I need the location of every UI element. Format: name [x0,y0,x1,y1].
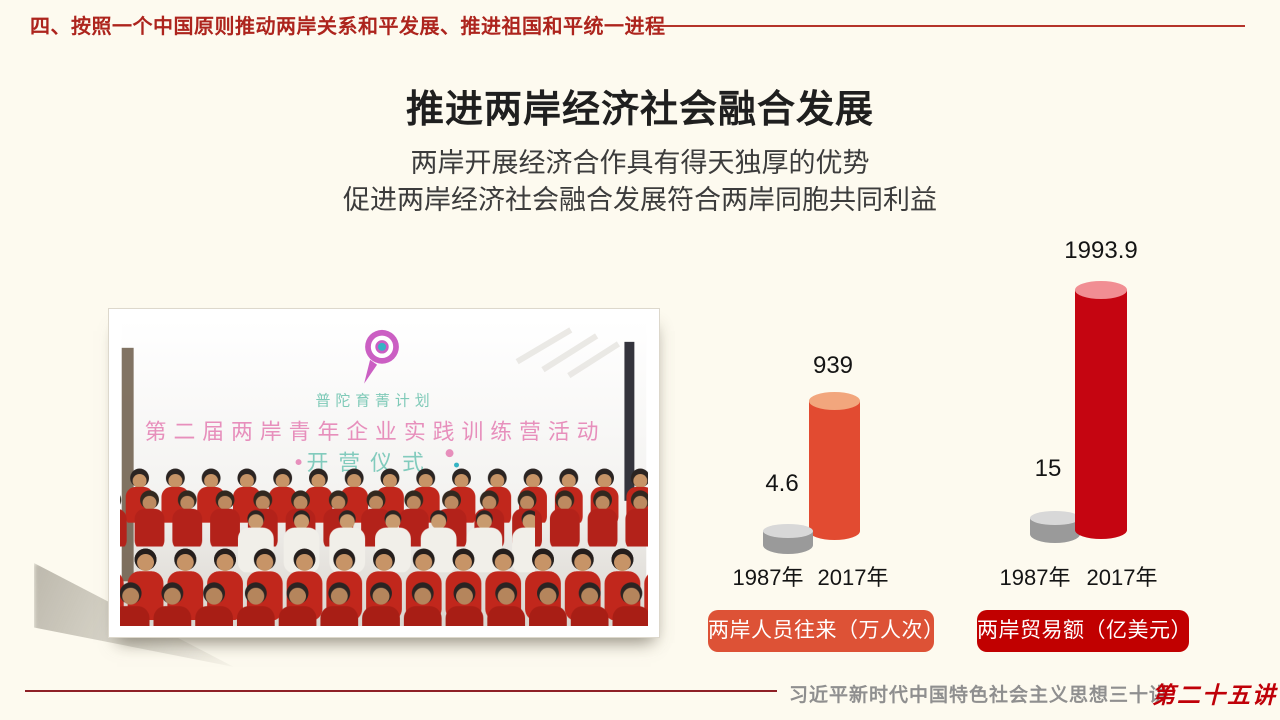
group-photo-illustration: 普陀育菁计划 第二届两岸青年企业实践训练营活动 开营仪式 [120,320,648,626]
event-pin-logo-icon [364,329,399,384]
chart1-category-2017: 2017年 [817,565,889,590]
page-title: 推进两岸经济社会融合发展 [405,89,874,131]
group-photo: 普陀育菁计划 第二届两岸青年企业实践训练营活动 开营仪式 [108,308,660,638]
footer-series-title: 习近平新时代中国特色社会主义思想三十讲 [789,685,1170,706]
photo-program-name: 普陀育菁计划 [315,392,434,409]
photo-banner-line1: 第二届两岸青年企业实践训练营活动 [145,419,606,444]
chart1-bar-1987 [763,524,813,554]
chart1-legend: 两岸人员往来（万人次） [708,610,944,652]
header-rule [662,25,1245,27]
subtitle: 两岸开展经济合作具有得天独厚的优势 促进两岸经济社会融合发展符合两岸同胞共同利益 [0,145,1280,219]
chart2-bar-1987 [1030,511,1080,543]
stage-right-pole [624,341,635,501]
chart1-value-1987: 4.6 [765,470,799,497]
footer-rule [25,690,777,692]
chart2-category-1987: 1987年 [999,565,1071,590]
chart1-value-2017: 939 [812,352,854,379]
chart2-legend: 两岸贸易额（亿美元） [977,610,1192,652]
banner-dot [454,462,460,468]
section-header: 四、按照一个中国原则推动两岸关系和平发展、推进祖国和平统一进程 [30,16,666,38]
chart2-category-2017: 2017年 [1086,565,1158,590]
chart1-bar-2017 [809,392,860,540]
chart2-value-1987: 15 [1034,455,1062,482]
chart2-value-2017: 1993.9 [1064,237,1138,264]
chart1-category-1987: 1987年 [732,565,804,590]
chart2-bar-2017 [1075,281,1127,539]
banner-dot [445,449,454,458]
stage-left-edge [121,347,134,582]
subtitle-line-1: 两岸开展经济合作具有得天独厚的优势 [410,148,870,178]
subtitle-line-2: 促进两岸经济社会融合发展符合两岸同胞共同利益 [343,185,937,215]
banner-dot [295,459,302,466]
backdrop-hatch [515,327,621,379]
crowd-seated-row [120,580,648,626]
footer-lecture-number: 第二十五讲 [1152,683,1277,708]
